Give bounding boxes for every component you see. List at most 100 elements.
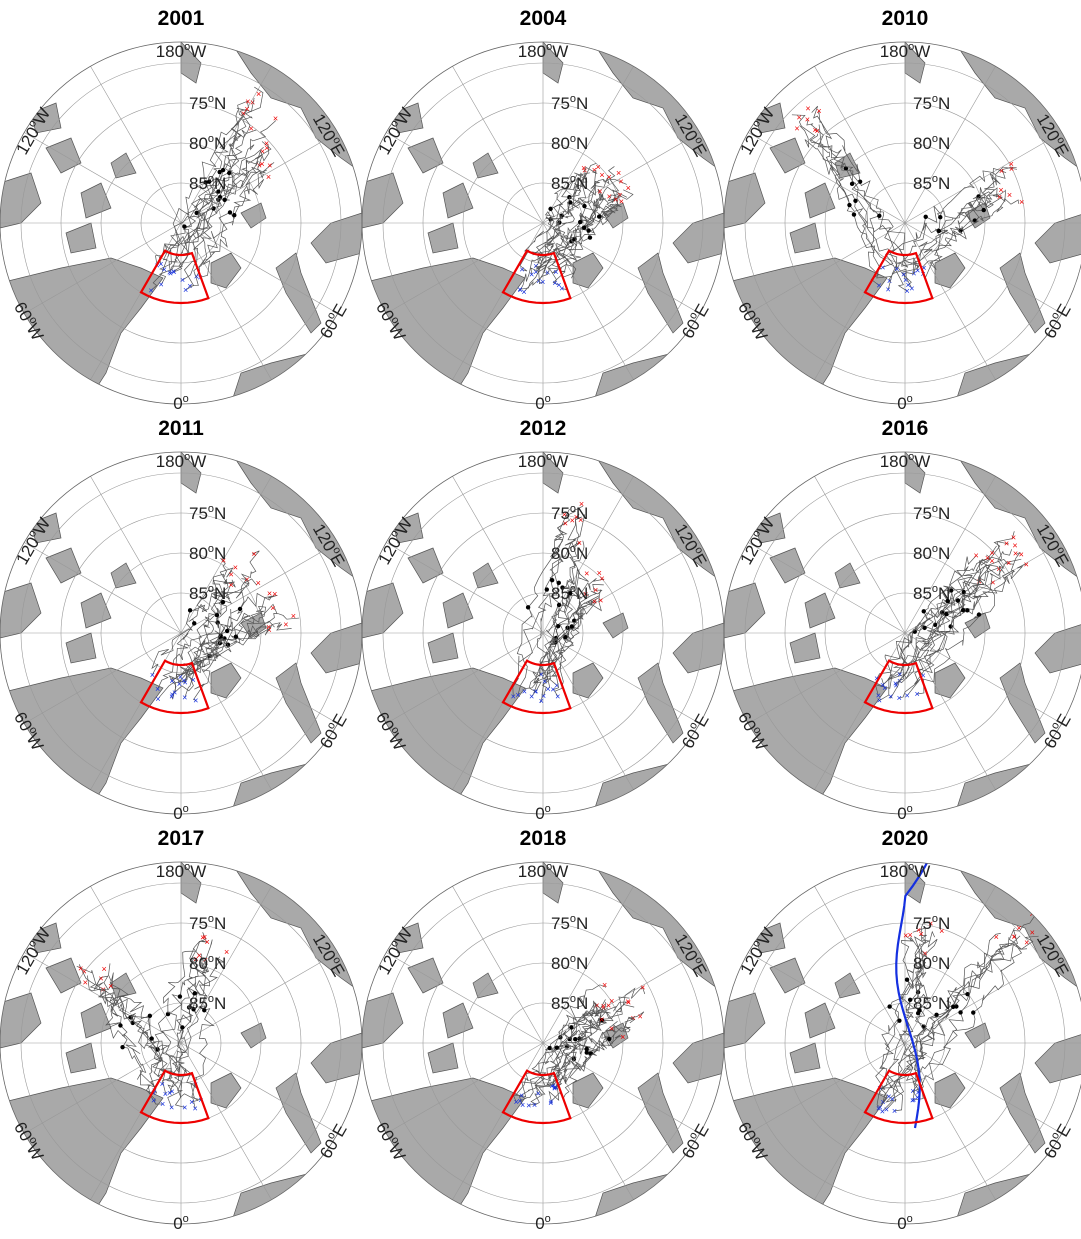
- drift-track: [892, 933, 1001, 1100]
- label-degree: o: [932, 953, 938, 965]
- end-marker: ×: [203, 955, 208, 965]
- end-marker: ×: [998, 185, 1003, 195]
- end-marker: ×: [908, 930, 913, 940]
- meridian: [542, 132, 700, 224]
- position-dot: [224, 628, 230, 634]
- latitude-label: 80oN: [551, 133, 588, 153]
- end-marker: ×: [640, 982, 645, 992]
- meridian: [180, 222, 272, 380]
- position-dot: [951, 1004, 956, 1010]
- label-direction: N: [214, 134, 226, 153]
- latitude-label: 80oN: [189, 543, 226, 563]
- start-marker: ×: [876, 691, 881, 701]
- label-degree: o: [208, 93, 214, 105]
- position-dot: [187, 608, 193, 613]
- land: [275, 1072, 322, 1154]
- end-marker: ×: [595, 162, 600, 172]
- panel-title: 2018: [520, 827, 567, 850]
- start-marker: ×: [194, 272, 199, 282]
- drift-track: [879, 930, 938, 1103]
- start-marker: ×: [885, 285, 890, 295]
- study-box: [139, 249, 210, 305]
- label-direction: W: [914, 42, 930, 61]
- start-marker: ×: [515, 690, 520, 700]
- label-direction: N: [938, 544, 950, 563]
- label-degree: o: [184, 451, 190, 463]
- trajectories: ××××××××××××××××××××××××××××: [517, 162, 634, 297]
- end-marker: ×: [613, 194, 618, 204]
- label-degree: o: [750, 528, 763, 539]
- label-degree: o: [932, 133, 938, 145]
- label-degree: o: [570, 543, 576, 555]
- position-dot: [577, 219, 583, 225]
- end-marker: ×: [272, 589, 277, 599]
- drift-track: [168, 143, 270, 274]
- end-marker: ×: [1009, 164, 1014, 174]
- label-direction: N: [576, 914, 588, 933]
- latitude-label: 75oN: [551, 93, 588, 113]
- position-dot: [958, 1010, 963, 1015]
- land: [724, 582, 766, 639]
- end-marker: ×: [597, 568, 602, 578]
- end-marker: ×: [638, 1012, 643, 1022]
- end-marker: ×: [579, 499, 584, 509]
- label-degree: o: [26, 725, 39, 736]
- meridian: [386, 132, 544, 224]
- start-marker: ×: [876, 1103, 881, 1113]
- end-marker: ×: [266, 172, 271, 182]
- longitude-label: 180oW: [518, 861, 569, 881]
- map-body: ××××××××××××××××××××××××××××: [362, 42, 724, 404]
- label-number: 85: [551, 584, 570, 603]
- drift-track: [901, 935, 917, 1101]
- start-marker: ×: [514, 1097, 519, 1107]
- label-number: 180: [880, 452, 908, 471]
- start-marker: ×: [517, 284, 522, 294]
- drift-track: [184, 550, 260, 698]
- start-marker: ×: [892, 1106, 897, 1116]
- meridian: [748, 1042, 906, 1134]
- meridian: [90, 476, 182, 634]
- start-marker: ×: [169, 676, 174, 686]
- end-marker: ×: [244, 574, 249, 584]
- label-degree: o: [330, 955, 343, 966]
- start-marker: ×: [894, 264, 899, 274]
- meridian: [180, 886, 272, 1044]
- latitude-label: 85oN: [913, 993, 950, 1013]
- end-marker: ×: [816, 106, 821, 116]
- label-number: 85: [189, 174, 208, 193]
- label-number: 85: [551, 994, 570, 1013]
- end-marker: ×: [267, 160, 272, 170]
- meridian: [386, 632, 544, 724]
- latitude-label: 85oN: [189, 993, 226, 1013]
- latitude-label: 85oN: [913, 583, 950, 603]
- label-degree: o: [26, 315, 39, 326]
- meridian: [24, 222, 182, 314]
- label-degree: o: [687, 720, 700, 731]
- land: [65, 632, 97, 664]
- position-dot: [934, 1012, 939, 1018]
- end-marker: ×: [620, 1032, 625, 1042]
- highlight-track: [895, 862, 940, 1129]
- position-dot: [220, 599, 226, 605]
- map-body: ××××××××××××××××××××××××××××: [362, 862, 724, 1224]
- end-marker: ×: [283, 620, 288, 630]
- meridian: [90, 886, 182, 1044]
- label-number: 80: [551, 954, 570, 973]
- label-direction: W: [914, 862, 930, 881]
- drift-track: [183, 97, 255, 291]
- land: [210, 1072, 242, 1109]
- label-number: 180: [880, 862, 908, 881]
- position-dot: [547, 1045, 552, 1051]
- position-dot: [180, 1025, 185, 1030]
- end-marker: ×: [607, 191, 612, 201]
- position-dot: [548, 206, 553, 212]
- end-marker: ×: [221, 555, 226, 565]
- meridian: [386, 952, 544, 1044]
- position-dot: [853, 198, 858, 203]
- label-degree: o: [932, 503, 938, 515]
- end-marker: ×: [256, 89, 261, 99]
- longitude-label: 0o: [535, 1213, 551, 1233]
- latitude-label: 80oN: [913, 543, 950, 563]
- end-marker: ×: [797, 112, 802, 122]
- map-border: [723, 451, 1081, 815]
